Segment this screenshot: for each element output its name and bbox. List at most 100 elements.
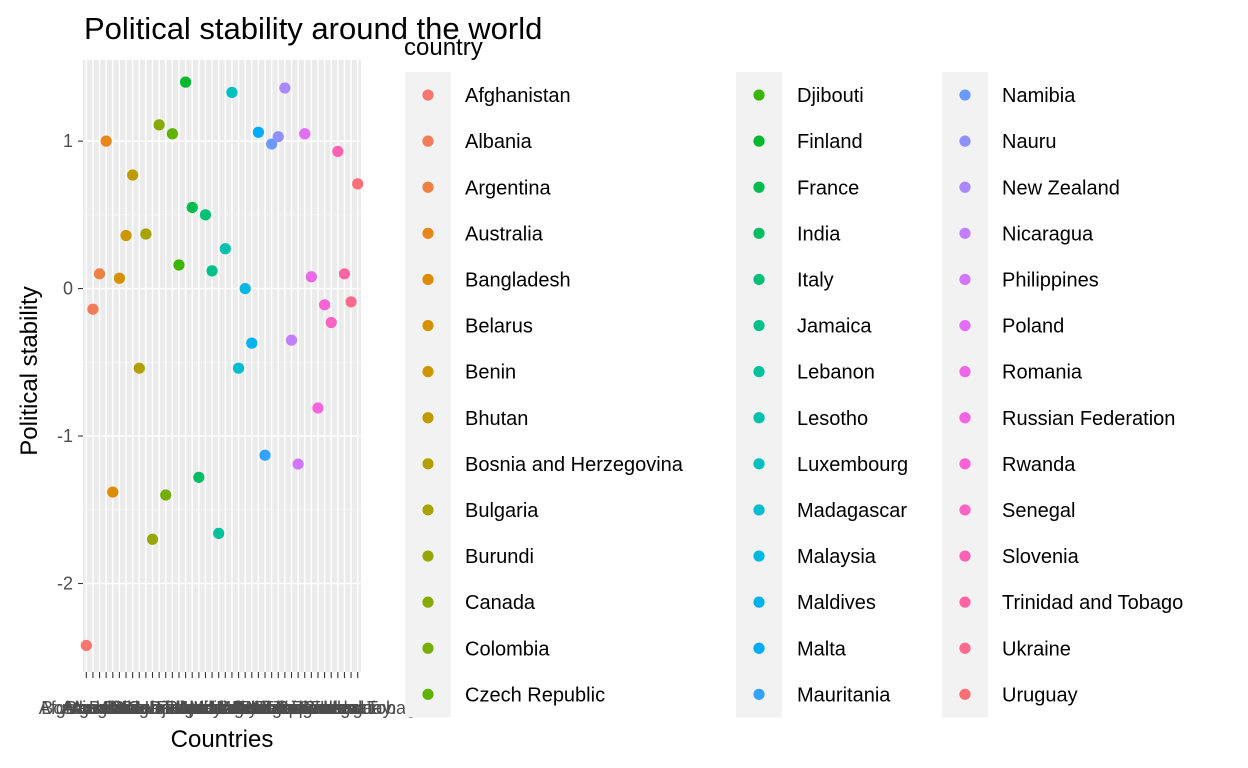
data-point	[160, 489, 172, 501]
x-tick-label: Italy	[189, 698, 222, 718]
legend-key-column	[942, 72, 988, 718]
x-tick-label: Australia	[71, 698, 142, 718]
legend-key	[753, 688, 765, 700]
legend-key-column	[405, 72, 451, 718]
data-point	[246, 337, 258, 349]
legend-label: Romania	[1002, 362, 1083, 384]
x-tick-label: Canada	[128, 698, 192, 718]
legend: Afghanistan Albania Argentina Australia Bang…	[405, 72, 1183, 718]
panel-background	[83, 60, 361, 672]
chart-title: Political stability around the world	[84, 11, 542, 46]
legend-label: Mauritania	[797, 684, 891, 706]
x-tick-label: Senegal	[298, 698, 364, 718]
x-tick-label: India	[179, 698, 219, 718]
legend-key-column	[736, 72, 782, 718]
x-axis-title: Countries	[171, 726, 274, 753]
x-tick-label: Madagascar	[189, 698, 288, 718]
legend-label: Colombia	[465, 638, 550, 660]
legend-key	[753, 227, 765, 239]
legend-key	[753, 596, 765, 608]
data-point	[285, 334, 298, 346]
legend-key	[753, 642, 765, 654]
data-point	[305, 271, 317, 283]
legend-key	[959, 688, 971, 700]
legend-key	[422, 366, 434, 378]
legend-key	[753, 504, 765, 516]
data-point	[146, 533, 159, 545]
legend-label: Poland	[1002, 316, 1064, 338]
x-tick-label: Jamaica	[179, 698, 247, 718]
data-point	[140, 228, 152, 240]
legend-label: Malta	[797, 638, 847, 660]
legend-key	[422, 642, 434, 654]
data-point	[179, 76, 192, 88]
legend-label: Australia	[465, 223, 544, 245]
y-axis-title: Political stability	[16, 286, 43, 455]
legend-key	[753, 412, 765, 424]
x-tick-label: Albania	[63, 698, 124, 718]
legend-label: Luxembourg	[797, 454, 908, 476]
x-tick-label: Romania	[275, 698, 348, 718]
data-point	[206, 265, 218, 277]
x-tick-label: Colombia	[128, 698, 205, 718]
x-tick-label: Bangladesh	[65, 698, 160, 718]
x-tick-label: Slovenia	[303, 698, 373, 718]
legend-label: Maldives	[797, 592, 876, 614]
legend-label: Burundi	[465, 546, 534, 568]
data-point	[107, 486, 119, 498]
data-point	[193, 471, 205, 483]
x-tick-label: Afghanistan	[39, 698, 134, 718]
legend-key	[959, 89, 971, 101]
legend-key	[753, 458, 765, 470]
x-tick-label: Uruguay	[324, 698, 392, 718]
y-tick-label: -2	[57, 574, 73, 594]
data-point	[266, 138, 278, 150]
data-point	[153, 119, 165, 131]
legend-key	[959, 319, 971, 332]
legend-key	[959, 642, 971, 654]
legend-label: Djibouti	[797, 85, 864, 107]
data-point	[186, 201, 198, 214]
x-tick-label: Namibia	[239, 698, 306, 718]
x-tick-label: Lesotho	[193, 698, 257, 718]
legend-label: Trinidad and Tobago	[1002, 592, 1183, 614]
x-tick-label: Mauritania	[223, 698, 308, 718]
legend-key	[753, 550, 765, 562]
legend-key	[422, 412, 434, 424]
x-tick-label: Malaysia	[210, 698, 282, 718]
legend-label: Nauru	[1002, 131, 1056, 153]
legend-key	[422, 273, 434, 286]
legend-key	[959, 412, 971, 424]
legend-label: Finland	[797, 131, 863, 153]
x-tick-label: Czech Republic	[109, 698, 235, 718]
legend-key	[959, 273, 971, 286]
y-tick-label: 1	[63, 131, 73, 151]
x-tick-label: New Zealand	[232, 698, 338, 718]
x-tick-label: Poland	[277, 698, 333, 718]
legend-key	[959, 227, 971, 239]
data-point	[292, 458, 304, 470]
legend-label: Rwanda	[1002, 454, 1076, 476]
data-point	[120, 229, 132, 242]
data-point	[173, 259, 185, 271]
legend-key	[959, 504, 971, 516]
x-tick-label: Malta	[236, 698, 281, 718]
legend-key	[753, 135, 765, 147]
legend-label: Albania	[465, 131, 533, 153]
legend-key	[753, 366, 765, 378]
x-tick-label: Philippines	[255, 698, 342, 718]
data-point	[199, 209, 212, 221]
legend-label: Argentina	[465, 177, 551, 199]
legend-label: Senegal	[1002, 500, 1075, 522]
legend-key	[422, 135, 434, 147]
data-point	[219, 243, 231, 255]
legend-label: New Zealand	[1002, 177, 1120, 199]
legend-label: Afghanistan	[465, 85, 571, 107]
x-tick-label: Bulgaria	[113, 698, 180, 718]
x-tick-label: Nicaragua	[250, 698, 333, 718]
plot-panel	[83, 60, 361, 672]
legend-label: Philippines	[1002, 269, 1099, 291]
x-tick-label: Trinidad and Tobago	[263, 698, 426, 718]
legend-label: Uruguay	[1002, 684, 1078, 706]
